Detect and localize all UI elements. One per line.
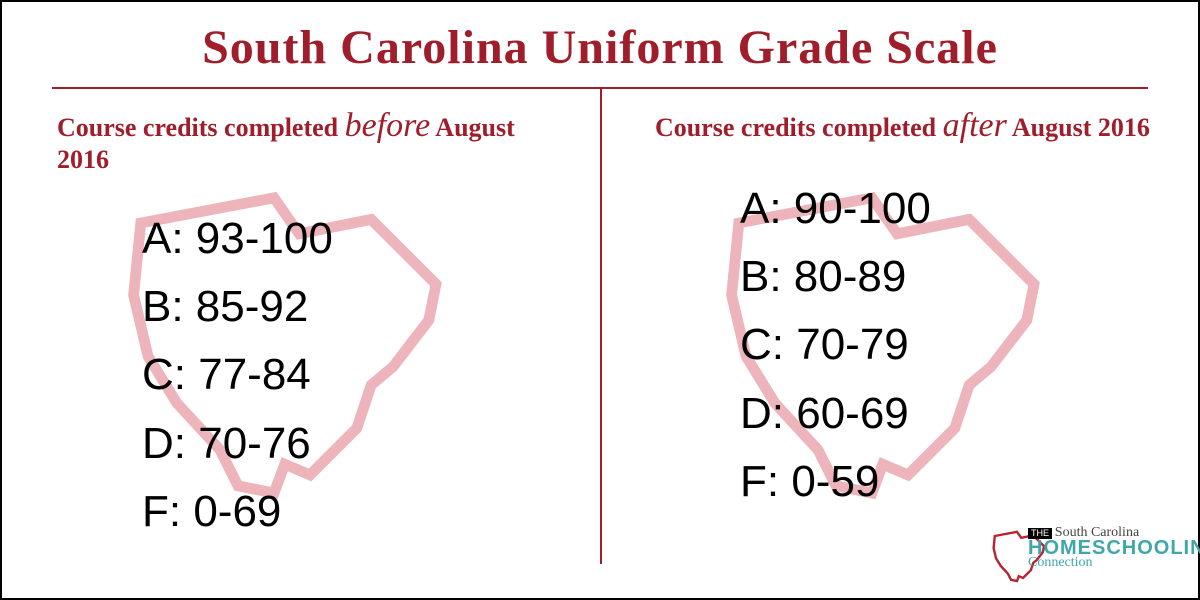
right-subheading-suffix: August 2016 — [1007, 113, 1150, 142]
right-subheading-prefix: Course credits completed — [655, 113, 943, 142]
logo-text: THE South Carolina HOMESCHOOLING Connect… — [1028, 526, 1200, 570]
grade-row: F: 0-59 — [740, 448, 1158, 516]
left-grades-list: A: 93-100 B: 85-92 C: 77-84 D: 70-76 F: … — [142, 205, 560, 546]
grade-row: A: 90-100 — [740, 175, 1158, 243]
grade-row: A: 93-100 — [142, 205, 560, 273]
left-subheading-prefix: Course credits completed — [57, 113, 345, 142]
right-column: Course credits completed after August 20… — [600, 89, 1198, 569]
right-subheading-emph: after — [943, 107, 1007, 144]
grade-row: B: 85-92 — [142, 273, 560, 341]
brand-logo: THE South Carolina HOMESCHOOLING Connect… — [990, 522, 1190, 592]
left-subheading-emph: before — [345, 107, 431, 144]
grade-row: B: 80-89 — [740, 243, 1158, 311]
grade-row: F: 0-69 — [142, 478, 560, 546]
grade-row: C: 77-84 — [142, 341, 560, 409]
right-subheading: Course credits completed after August 20… — [655, 107, 1158, 145]
grade-row: D: 70-76 — [142, 410, 560, 478]
page-title: South Carolina Uniform Grade Scale — [2, 2, 1198, 75]
grade-row: D: 60-69 — [740, 380, 1158, 448]
left-column: Course credits completed before August 2… — [2, 89, 600, 569]
grade-row: C: 70-79 — [740, 311, 1158, 379]
left-subheading: Course credits completed before August 2… — [57, 107, 560, 175]
columns-container: Course credits completed before August 2… — [2, 89, 1198, 569]
right-grades-list: A: 90-100 B: 80-89 C: 70-79 D: 60-69 F: … — [740, 175, 1158, 516]
